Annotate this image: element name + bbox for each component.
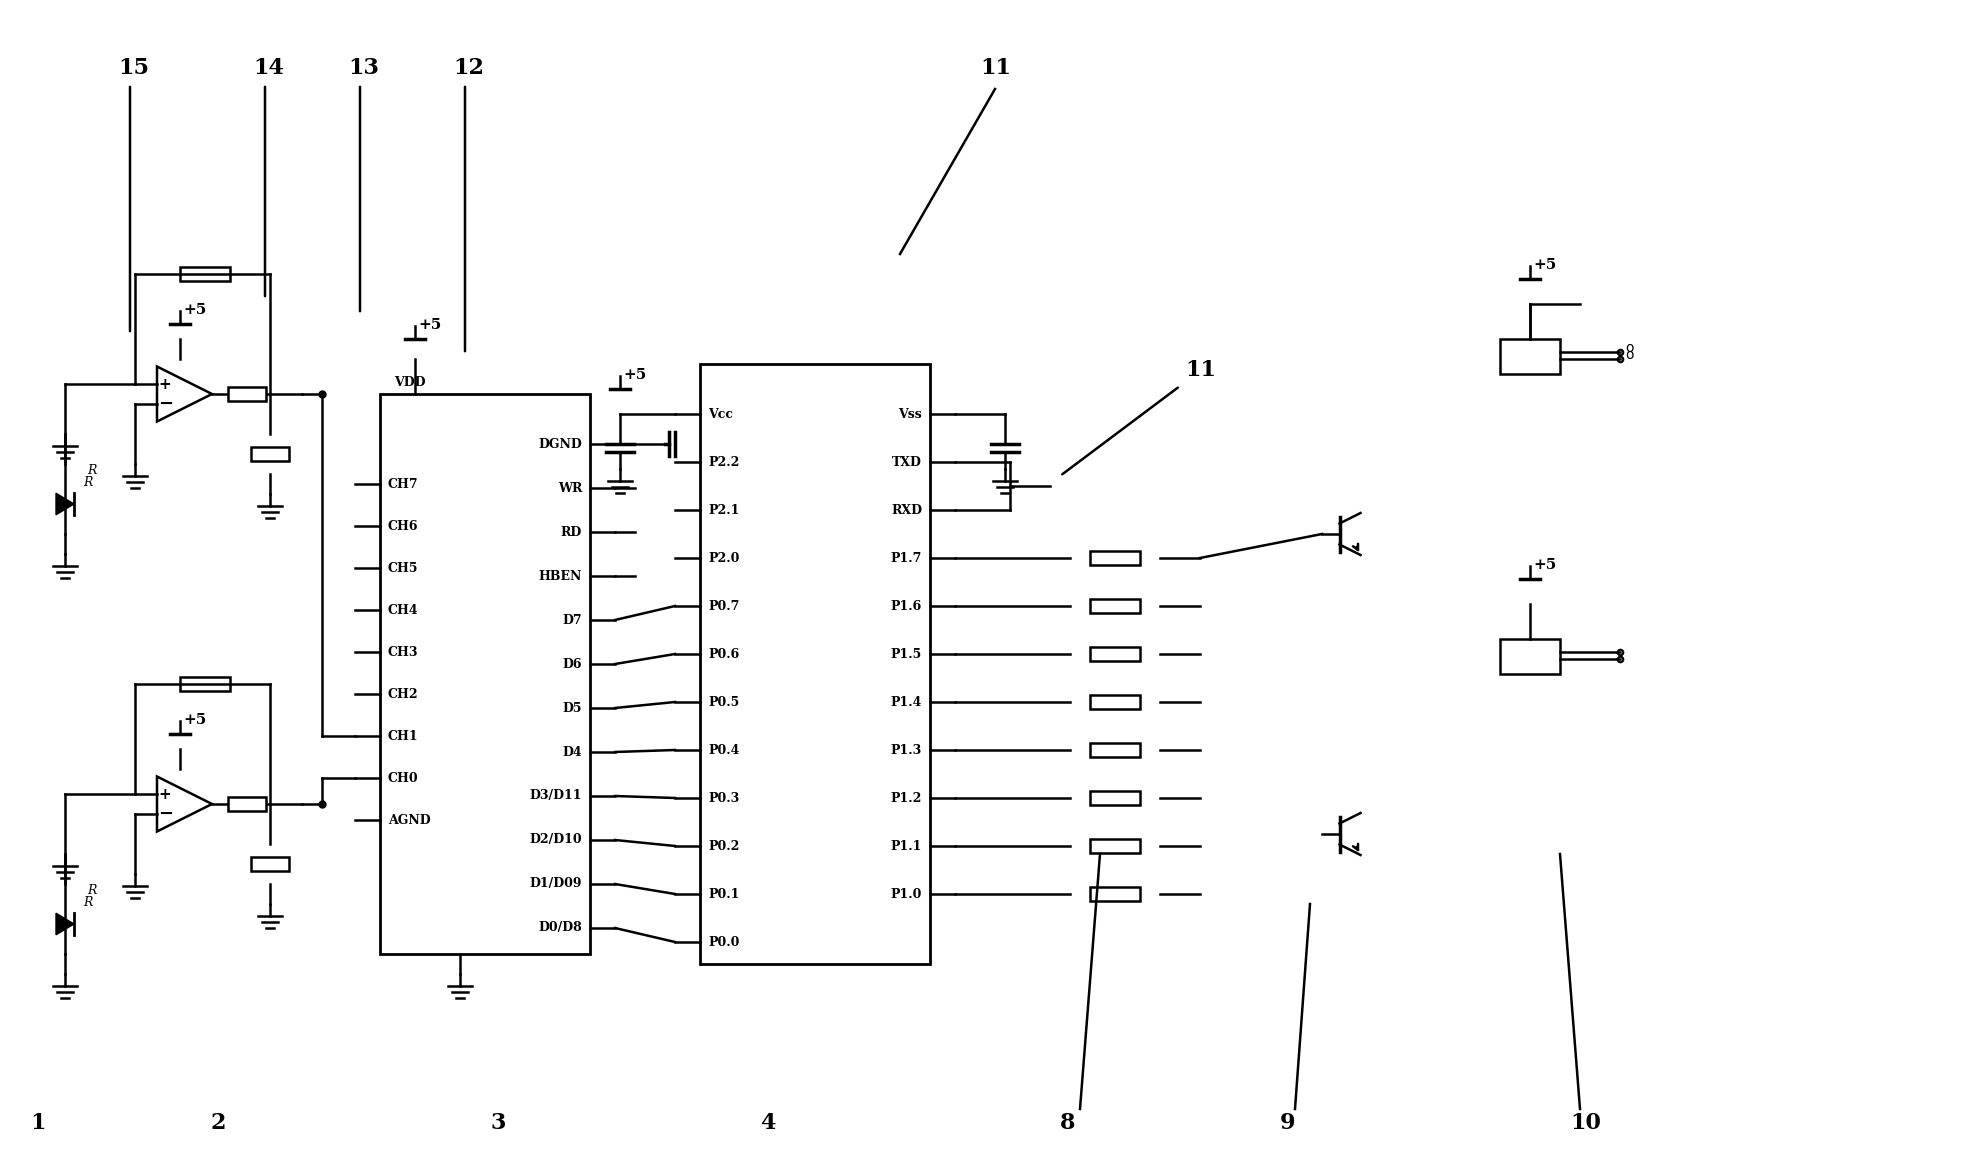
Bar: [229, 387, 266, 400]
Bar: [699, 364, 930, 964]
Text: 11: 11: [1186, 359, 1215, 381]
Bar: [1089, 839, 1141, 853]
Text: +5: +5: [623, 368, 646, 382]
Text: WR: WR: [558, 481, 581, 495]
Text: P0.5: P0.5: [707, 696, 739, 709]
Text: +: +: [160, 376, 171, 391]
Text: R: R: [87, 884, 97, 897]
Text: +: +: [160, 787, 171, 802]
Bar: [1089, 550, 1141, 565]
Text: D5: D5: [563, 702, 581, 714]
Bar: [179, 677, 230, 691]
Bar: [250, 857, 290, 871]
Text: P0.4: P0.4: [707, 743, 739, 757]
Text: CH0: CH0: [388, 772, 420, 785]
Text: 9: 9: [1280, 1112, 1296, 1134]
Text: P0.1: P0.1: [707, 887, 739, 900]
Text: P1.6: P1.6: [890, 599, 922, 613]
Text: +5: +5: [418, 319, 441, 332]
Text: AGND: AGND: [388, 814, 431, 826]
Text: VDD: VDD: [394, 376, 426, 389]
Text: +5: +5: [1533, 258, 1556, 272]
Text: +5: +5: [1533, 559, 1556, 572]
Bar: [1089, 790, 1141, 805]
Text: D2/D10: D2/D10: [530, 833, 581, 847]
Bar: [250, 447, 290, 460]
Text: D0/D8: D0/D8: [538, 922, 581, 935]
Text: P1.7: P1.7: [890, 552, 922, 564]
Text: P0.2: P0.2: [707, 839, 739, 853]
Text: R: R: [87, 464, 97, 477]
Text: P0.6: P0.6: [707, 647, 739, 660]
Bar: [229, 797, 266, 811]
Text: CH1: CH1: [388, 729, 420, 742]
Text: D4: D4: [561, 745, 581, 758]
Text: 12: 12: [453, 57, 485, 78]
Bar: [1089, 647, 1141, 661]
Text: Vcc: Vcc: [707, 407, 733, 420]
Text: P0.7: P0.7: [707, 599, 739, 613]
Text: D1/D09: D1/D09: [530, 877, 581, 891]
Text: P0.0: P0.0: [707, 936, 739, 949]
Text: DGND: DGND: [538, 437, 581, 450]
Text: CH7: CH7: [388, 478, 420, 490]
Text: 10: 10: [1570, 1112, 1602, 1134]
Text: P1.3: P1.3: [890, 743, 922, 757]
Text: D7: D7: [561, 614, 581, 627]
Text: 2: 2: [211, 1112, 225, 1134]
Bar: [1089, 743, 1141, 757]
Bar: [380, 394, 589, 954]
Text: P1.0: P1.0: [890, 887, 922, 900]
Text: 1: 1: [30, 1112, 45, 1134]
Bar: [1089, 695, 1141, 709]
Text: CH2: CH2: [388, 688, 420, 700]
Text: 8: 8: [1060, 1112, 1076, 1134]
Text: R: R: [83, 475, 93, 489]
Text: P2.0: P2.0: [707, 552, 739, 564]
Text: +5: +5: [183, 304, 207, 317]
Polygon shape: [55, 493, 75, 515]
Text: +5: +5: [183, 713, 207, 727]
Text: P1.1: P1.1: [890, 839, 922, 853]
Text: P2.1: P2.1: [707, 503, 739, 517]
Text: RD: RD: [561, 525, 581, 539]
Text: D3/D11: D3/D11: [530, 789, 581, 802]
Text: CH4: CH4: [388, 604, 420, 616]
Text: 4: 4: [760, 1112, 776, 1134]
Text: −: −: [158, 804, 173, 823]
Text: CH3: CH3: [388, 645, 418, 659]
Text: 13: 13: [349, 57, 378, 78]
Text: P2.2: P2.2: [707, 456, 739, 469]
Bar: [179, 267, 230, 282]
Text: TXD: TXD: [892, 456, 922, 469]
Bar: [1499, 339, 1560, 374]
Polygon shape: [55, 913, 75, 935]
Text: CH5: CH5: [388, 562, 418, 575]
Text: o: o: [1625, 349, 1633, 362]
Text: P1.2: P1.2: [890, 792, 922, 804]
Bar: [1089, 887, 1141, 901]
Text: D6: D6: [563, 658, 581, 670]
Text: 3: 3: [491, 1112, 506, 1134]
Text: HBEN: HBEN: [538, 570, 581, 583]
Text: o: o: [1625, 340, 1633, 355]
Bar: [1499, 639, 1560, 674]
Text: R: R: [83, 896, 93, 909]
Text: P1.5: P1.5: [890, 647, 922, 660]
Text: RXD: RXD: [890, 503, 922, 517]
Text: P0.3: P0.3: [707, 792, 739, 804]
Text: CH6: CH6: [388, 519, 418, 532]
Text: Vss: Vss: [898, 407, 922, 420]
Text: −: −: [158, 395, 173, 413]
Text: 11: 11: [979, 57, 1011, 78]
Text: 15: 15: [118, 57, 150, 78]
Bar: [1089, 599, 1141, 613]
Text: 14: 14: [252, 57, 284, 78]
Text: P1.4: P1.4: [890, 696, 922, 709]
